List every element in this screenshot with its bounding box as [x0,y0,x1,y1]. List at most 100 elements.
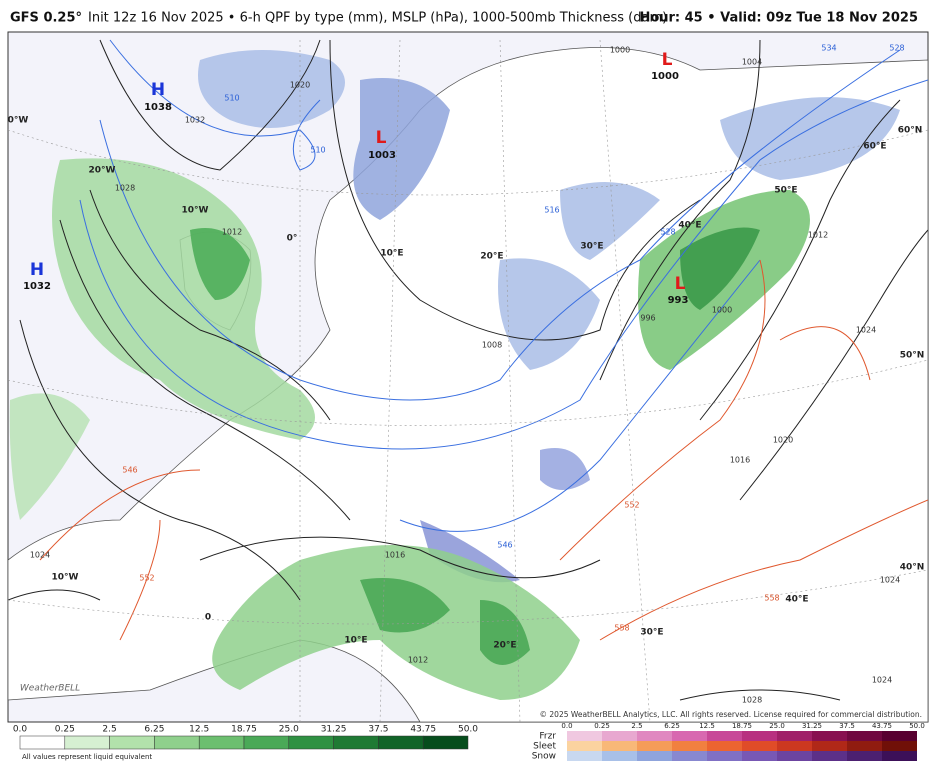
graticule-label: 10°E [380,249,403,259]
graticule-label: 0°W [8,116,29,126]
rain-area [9,393,90,520]
isobar-label: 1024 [856,326,876,335]
snow-area [540,448,590,490]
graticule-label: 30°E [580,242,603,252]
pressure-value: 1003 [368,150,396,161]
winter-tick-label: 50.0 [909,722,925,730]
isobar-label: 996 [640,314,655,323]
isobar-label: 1024 [872,676,892,685]
thickness-cold [79,39,928,532]
rain-color-swatch [109,735,155,750]
copyright: © 2025 WeatherBELL Analytics, LLC. All r… [540,710,922,719]
isobar-label: 1032 [185,116,205,125]
winter-color-swatch [777,751,812,761]
winter-color-swatch [847,751,882,761]
winter-color-swatch [672,741,707,751]
winter-tick-label: 18.75 [732,722,752,730]
winter-color-swatch [812,731,847,741]
graticule-label: 10°E [344,636,367,646]
graticule-label: 50°N [900,351,925,361]
thickness-label: 510 [310,146,325,155]
rain-area [190,228,250,300]
rain-color-swatch [64,735,110,750]
snow-area [420,520,520,583]
rain-color-swatch [198,735,245,750]
legend-note: All values represent liquid equivalent [22,753,152,761]
rain-tick-label: 31.25 [321,725,347,735]
isobars [8,39,928,701]
winter-color-swatch [567,741,602,751]
isobar-label: 1020 [773,436,793,445]
thickness-label: 528 [889,44,904,53]
rain-tick-label: 12.5 [189,725,209,735]
rain-tick-label: 0.25 [55,725,75,735]
isobar-label: 1028 [742,696,762,705]
thickness-label: 546 [497,541,512,550]
model-name: GFS 0.25° [10,11,82,26]
isobar-label: 1020 [290,81,310,90]
winter-color-swatch [602,731,637,741]
logo: WeatherBELL [20,684,80,694]
winter-color-swatch [812,741,847,751]
pressure-value: 1032 [23,281,51,292]
rain-area [360,578,450,633]
valid-time: Hour: 45 • Valid: 09z Tue 18 Nov 2025 [639,11,918,26]
low-letter: L [675,274,686,294]
snow-area [198,50,345,128]
rain-color-swatch [378,735,424,750]
winter-color-swatch [637,731,672,741]
thickness-label: 534 [821,44,836,53]
rain-area [680,227,760,310]
thickness-label: 510 [224,94,239,103]
snow-area [720,97,900,180]
winter-color-swatch [847,741,882,751]
winter-tick-label: 31.25 [802,722,822,730]
winter-tick-label: 0.0 [561,722,572,730]
thickness-label: 552 [139,574,154,583]
winter-type: Sleet [533,742,556,752]
snow-area [353,78,450,220]
rain-tick-label: 6.25 [144,725,164,735]
graticule-label: 0 [205,613,211,623]
map: H 1038 H 1032 L 1003 L 1000 L 993 Weathe… [7,31,929,723]
graticule-label: 0° [287,234,298,244]
graticule-label: 40°E [785,595,808,605]
isobar-label: 1024 [30,551,50,560]
graticule-label: 60°N [898,126,923,136]
isobar-label: 1016 [730,456,750,465]
winter-color-swatch [567,751,602,761]
graticule-label: 10°W [182,206,209,216]
rain-area [52,158,315,441]
winter-tick-label: 2.5 [631,722,642,730]
isobar-label: 1008 [482,341,502,350]
rain-color-swatch [19,735,66,750]
winter-tick-label: 37.5 [839,722,855,730]
winter-color-swatch [742,741,777,751]
winter-color-swatch [672,751,707,761]
winter-color-swatch [602,741,637,751]
isobar-label: 1012 [808,231,828,240]
rain-area [480,600,530,665]
winter-tick-label: 25.0 [769,722,785,730]
low-letter: L [662,50,673,70]
isobar-label: 1004 [742,58,762,67]
graticule-label: 50°E [774,186,797,196]
winter-color-swatch [637,751,672,761]
thickness-label: 552 [624,501,639,510]
winter-color-swatch [882,741,917,751]
thickness-warm [39,259,928,641]
graticule-label: 30°E [640,628,663,638]
winter-color-swatch [707,731,742,741]
thickness-label: 558 [764,594,779,603]
rain-color-swatch [422,735,469,750]
rain-tick-label: 25.0 [279,725,299,735]
rain-color-swatch [154,735,200,750]
pressure-value: 1038 [144,102,172,113]
winter-color-swatch [777,741,812,751]
rain-tick-label: 50.0 [458,725,478,735]
isobar-label: 1016 [385,551,405,560]
winter-color-swatch [882,731,917,741]
low-letter: L [376,128,387,148]
rain-tick-label: 2.5 [102,725,116,735]
winter-tick-label: 6.25 [664,722,680,730]
